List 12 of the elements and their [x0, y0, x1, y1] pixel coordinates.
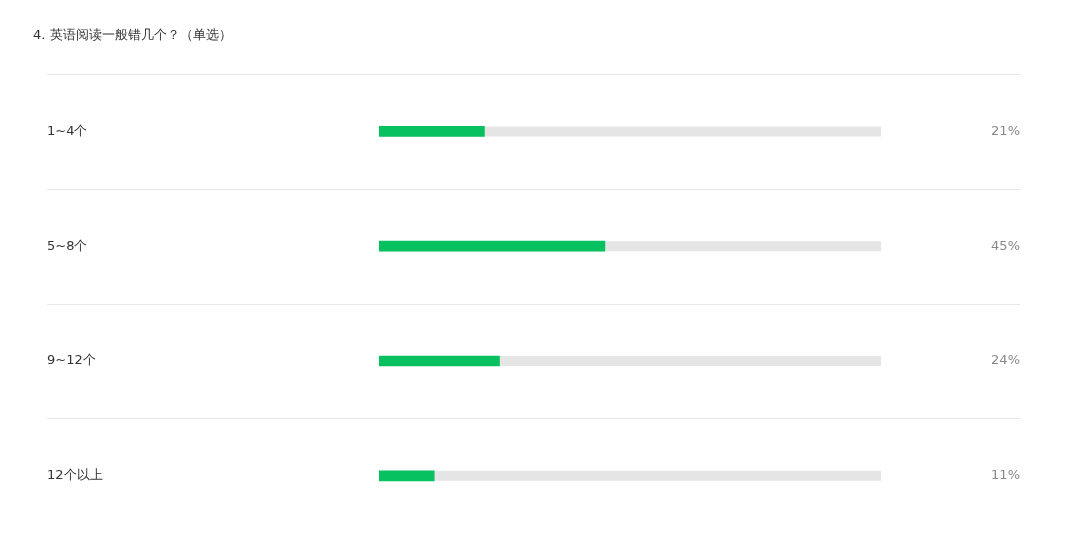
bar — [379, 355, 500, 367]
data-label: 11% — [991, 467, 1020, 483]
bar — [379, 470, 435, 482]
y-tick-label: 1~4个 — [47, 122, 88, 138]
y-tick-label: 9~12个 — [47, 352, 96, 368]
bar — [379, 126, 485, 137]
y-tick-label: 5~8个 — [47, 237, 88, 253]
data-label: 21% — [991, 122, 1020, 138]
text: 4. 英语阅读一般错几个？（单选） — [33, 27, 232, 43]
data-label: 24% — [991, 352, 1020, 368]
y-tick-label: 12个以上 — [47, 467, 103, 483]
data-label: 45% — [991, 237, 1020, 253]
